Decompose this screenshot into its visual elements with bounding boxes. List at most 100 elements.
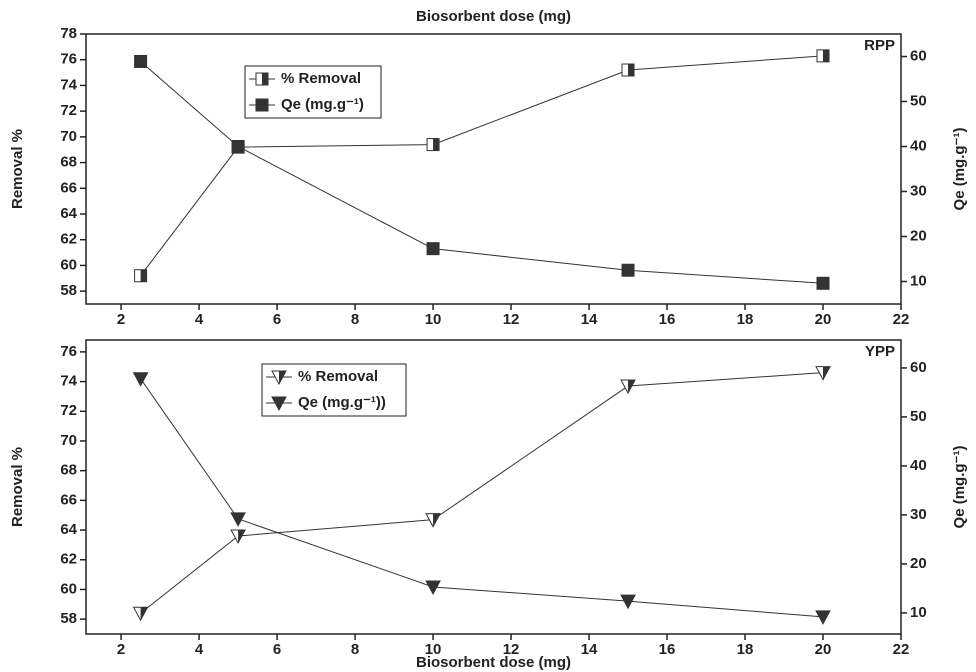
marker [815,610,831,625]
y-tick-label: 66 [60,491,77,508]
x-axis-label: Biosorbent dose (mg) [416,8,571,25]
x-tick-label: 12 [503,311,520,328]
marker [816,276,830,290]
legend-marker [271,370,287,386]
y-tick-label: 60 [60,256,77,273]
marker-half [628,64,635,76]
x-tick-label: 16 [659,311,676,328]
marker-half [433,138,440,151]
y2-tick-label: 20 [910,227,927,244]
legend-box [244,65,382,119]
series-line [140,61,824,284]
y-tick-label: 60 [60,580,77,597]
marker-shape [231,140,245,153]
marker [134,54,148,68]
marker [426,138,440,152]
marker-shape [132,372,149,387]
marker [132,606,149,622]
marker [271,396,287,412]
marker [231,140,245,153]
marker-shape [230,512,246,527]
x-tick-label: 2 [117,311,125,328]
marker-shape [816,276,830,290]
y2-tick-label: 40 [910,137,927,154]
marker-half [433,513,441,527]
y-axis-label: Removal % [9,129,26,209]
x-tick-label: 22 [893,311,910,328]
y-tick-label: 58 [60,282,77,299]
marker-shape [134,54,148,68]
series-line [140,372,824,614]
marker [255,72,269,86]
plot-frame [85,339,902,635]
series-line [140,378,824,618]
x-tick-label: 2 [117,641,125,658]
panel-annotation: RPP [864,37,895,54]
x-tick-label: 14 [581,311,598,328]
x-tick-label: 18 [737,311,754,328]
marker [815,366,831,381]
y-tick-label: 70 [60,432,77,449]
x-tick-label: 20 [815,641,832,658]
x-tick-label: 6 [273,641,281,658]
marker-half [140,269,147,282]
y2-tick-label: 30 [910,506,927,523]
y-tick-label: 76 [60,51,77,68]
x-tick-label: 14 [581,641,598,658]
y-tick-label: 62 [60,231,77,248]
y2-axis-label: Qe (mg.g⁻¹) [951,446,968,529]
marker [230,529,246,545]
marker [426,242,440,256]
x-tick-label: 22 [893,641,910,658]
marker [132,372,149,387]
x-tick-label: 18 [737,641,754,658]
marker [134,269,148,283]
y-tick-label: 68 [60,154,77,171]
x-tick-label: 16 [659,641,676,658]
x-tick-label: 20 [815,311,832,328]
y2-tick-label: 50 [910,408,927,425]
marker-shape [425,580,441,596]
marker [255,98,269,112]
y2-axis-label: Qe (mg.g⁻¹) [951,128,968,211]
marker-half [140,607,148,621]
series-line [140,55,824,277]
marker-half [238,530,246,543]
y-tick-label: 58 [60,610,77,627]
y2-tick-label: 10 [910,604,927,621]
y-tick-label: 70 [60,128,77,145]
marker-half [262,73,268,85]
x-tick-label: 12 [503,641,520,658]
y-tick-label: 72 [60,102,77,119]
legend-label: % Removal [298,368,378,385]
legend-box [261,363,407,417]
x-tick-label: 10 [425,641,442,658]
legend-marker [255,72,269,86]
legend-label: % Removal [281,70,361,87]
y2-tick-label: 50 [910,92,927,109]
x-tick-label: 8 [351,311,359,328]
plot-frame [85,33,902,305]
marker [621,63,635,77]
y2-tick-label: 20 [910,555,927,572]
legend-label: Qe (mg.g⁻¹) [281,96,364,113]
marker-half [823,49,830,62]
panel-annotation: YPP [865,343,895,360]
y-tick-label: 74 [60,373,77,390]
marker [816,49,830,63]
marker-shape [255,98,269,112]
legend-marker [255,98,269,112]
x-axis-label: Biosorbent dose (mg) [416,654,571,671]
legend-label: Qe (mg.g⁻¹)) [298,394,386,411]
y2-tick-label: 30 [910,182,927,199]
x-tick-label: 10 [425,311,442,328]
y-tick-label: 68 [60,462,77,479]
y-tick-label: 64 [60,205,77,222]
y-axis-label: Removal % [9,447,26,527]
y2-tick-label: 10 [910,272,927,289]
y-tick-label: 62 [60,551,77,568]
x-tick-label: 4 [195,311,204,328]
legend-marker [271,396,287,412]
